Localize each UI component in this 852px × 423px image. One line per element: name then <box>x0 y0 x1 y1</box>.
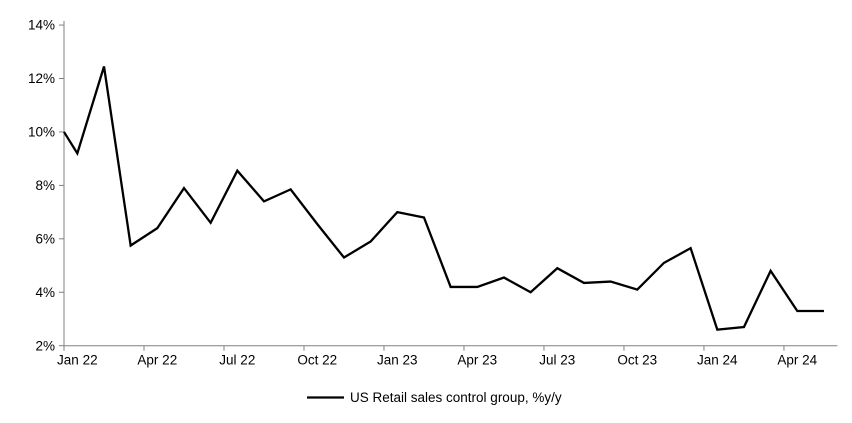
x-tick-label: Apr 23 <box>457 353 497 368</box>
x-tick-label: Apr 24 <box>777 353 817 368</box>
legend: US Retail sales control group, %y/y <box>307 390 562 405</box>
x-tick-label: Jan 23 <box>377 353 418 368</box>
y-tick-label: 6% <box>35 231 55 246</box>
legend-label: US Retail sales control group, %y/y <box>350 390 562 405</box>
y-tick-label: 8% <box>35 178 55 193</box>
y-tick-label: 10% <box>28 125 55 140</box>
x-tick-label: Oct 23 <box>617 353 657 368</box>
chart-axes <box>59 21 838 351</box>
y-tick-label: 4% <box>35 285 55 300</box>
x-tick-label: Jan 24 <box>697 353 738 368</box>
x-tick-label: Jan 22 <box>57 353 98 368</box>
axis-frame <box>63 21 838 347</box>
x-tick-label: Apr 22 <box>137 353 177 368</box>
y-axis-labels: 2% 4% 6% 8% 10% 12% 14% <box>28 18 55 354</box>
x-tick-label: Oct 22 <box>297 353 337 368</box>
y-tick-label: 12% <box>28 71 55 86</box>
data-series-line <box>63 66 824 331</box>
x-tick-label: Jul 23 <box>539 353 575 368</box>
x-tick-label: Jul 22 <box>219 353 255 368</box>
y-tick-label: 2% <box>35 338 55 353</box>
x-axis-labels: Jan 22 Apr 22 Jul 22 Oct 22 Jan 23 Apr 23 Jul … <box>57 353 818 368</box>
y-tick-label: 14% <box>28 18 55 33</box>
